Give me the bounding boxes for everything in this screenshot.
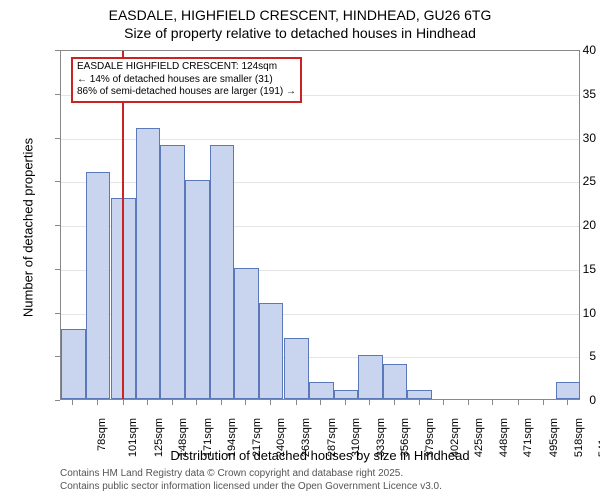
histogram-bar (86, 172, 111, 400)
x-tick-mark (443, 400, 444, 405)
annotation-line: ← 14% of detached houses are smaller (31… (77, 74, 296, 87)
x-tick-label: 171sqm (202, 418, 214, 457)
x-tick-label: 471sqm (522, 418, 534, 457)
y-tick-label: 30 (544, 131, 596, 145)
title-line-2: Size of property relative to detached ho… (0, 24, 600, 42)
x-tick-mark (394, 400, 395, 405)
y-axis-label: Number of detached properties (21, 128, 36, 328)
x-tick-label: 448sqm (498, 418, 510, 457)
x-tick-label: 333sqm (375, 418, 387, 457)
y-tick-mark (55, 50, 60, 51)
y-tick-mark (55, 400, 60, 401)
x-tick-label: 101sqm (127, 418, 139, 457)
x-tick-mark (518, 400, 519, 405)
annotation-box: EASDALE HIGHFIELD CRESCENT: 124sqm← 14% … (71, 57, 302, 103)
annotation-line: 86% of semi-detached houses are larger (… (77, 86, 296, 99)
y-tick-label: 20 (544, 218, 596, 232)
x-tick-label: 287sqm (326, 418, 338, 457)
histogram-bar (383, 364, 408, 399)
x-tick-label: 425sqm (473, 418, 485, 457)
chart-title-block: EASDALE, HIGHFIELD CRESCENT, HINDHEAD, G… (0, 6, 600, 42)
x-tick-mark (270, 400, 271, 405)
histogram-bar (334, 390, 359, 399)
x-tick-label: 310sqm (350, 418, 362, 457)
x-tick-label: 379sqm (424, 418, 436, 457)
x-tick-mark (221, 400, 222, 405)
x-tick-mark (345, 400, 346, 405)
histogram-bar (309, 382, 334, 400)
plot-area: EASDALE HIGHFIELD CRESCENT: 124sqm← 14% … (60, 50, 580, 400)
x-tick-mark (543, 400, 544, 405)
y-tick-label: 35 (544, 87, 596, 101)
x-tick-label: 194sqm (226, 418, 238, 457)
y-tick-mark (55, 94, 60, 95)
attribution-text: Contains HM Land Registry data © Crown c… (60, 468, 442, 493)
x-tick-label: 356sqm (400, 418, 412, 457)
attribution-line-2: Contains public sector information licen… (60, 481, 442, 494)
y-tick-mark (55, 138, 60, 139)
y-tick-label: 25 (544, 174, 596, 188)
y-tick-mark (55, 356, 60, 357)
histogram-bar (136, 128, 161, 399)
y-tick-label: 10 (544, 306, 596, 320)
x-tick-mark (147, 400, 148, 405)
x-tick-mark (196, 400, 197, 405)
histogram-bar (284, 338, 309, 399)
x-tick-label: 240sqm (276, 418, 288, 457)
x-tick-label: 263sqm (300, 418, 312, 457)
x-tick-mark (72, 400, 73, 405)
y-tick-mark (55, 181, 60, 182)
x-tick-label: 402sqm (449, 418, 461, 457)
y-tick-label: 15 (544, 262, 596, 276)
y-tick-label: 0 (544, 393, 596, 407)
x-tick-label: 125sqm (153, 418, 165, 457)
y-tick-mark (55, 269, 60, 270)
x-tick-mark (492, 400, 493, 405)
histogram-bar (160, 145, 185, 399)
x-tick-mark (123, 400, 124, 405)
x-tick-label: 78sqm (96, 418, 108, 451)
x-tick-mark (245, 400, 246, 405)
reference-line (122, 51, 124, 399)
annotation-line: EASDALE HIGHFIELD CRESCENT: 124sqm (77, 61, 296, 74)
x-tick-label: 148sqm (177, 418, 189, 457)
histogram-bar (259, 303, 284, 399)
x-tick-mark (296, 400, 297, 405)
x-tick-label: 217sqm (251, 418, 263, 457)
histogram-chart: EASDALE, HIGHFIELD CRESCENT, HINDHEAD, G… (0, 0, 600, 500)
x-tick-mark (468, 400, 469, 405)
x-tick-mark (97, 400, 98, 405)
y-tick-mark (55, 313, 60, 314)
y-tick-mark (55, 225, 60, 226)
histogram-bar (234, 268, 259, 399)
y-tick-label: 5 (544, 349, 596, 363)
histogram-bar (210, 145, 235, 399)
x-tick-label: 495sqm (548, 418, 560, 457)
histogram-bar (407, 390, 432, 399)
x-tick-mark (320, 400, 321, 405)
x-tick-label: 518sqm (573, 418, 585, 457)
histogram-bar (61, 329, 86, 399)
histogram-bar (185, 180, 210, 399)
histogram-bar (358, 355, 383, 399)
x-tick-mark (567, 400, 568, 405)
title-line-1: EASDALE, HIGHFIELD CRESCENT, HINDHEAD, G… (0, 6, 600, 24)
x-tick-mark (172, 400, 173, 405)
x-tick-mark (369, 400, 370, 405)
x-tick-mark (419, 400, 420, 405)
y-tick-label: 40 (544, 43, 596, 57)
attribution-line-1: Contains HM Land Registry data © Crown c… (60, 468, 442, 481)
